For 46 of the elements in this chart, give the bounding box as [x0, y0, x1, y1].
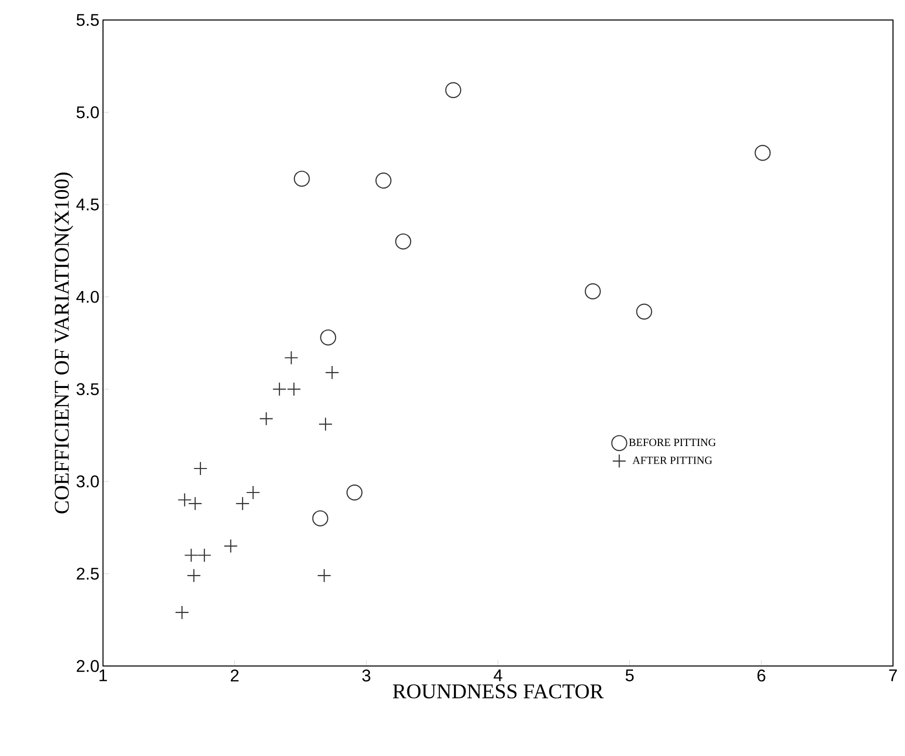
- y-tick-label: 2.0: [76, 660, 99, 672]
- x-tick-label: 2: [230, 670, 239, 682]
- x-tick-label: 4: [494, 670, 502, 682]
- point: [320, 329, 336, 346]
- point: [754, 144, 771, 161]
- point: [272, 382, 286, 396]
- legend-label: BEFORE PITTING: [629, 438, 716, 446]
- y-tick-label: 5.5: [76, 14, 99, 26]
- x-tick-label: 7: [889, 670, 897, 682]
- point: [193, 461, 208, 476]
- point: [375, 172, 392, 189]
- point: [395, 233, 412, 250]
- y-tick-label: 2.5: [76, 568, 99, 580]
- point: [186, 568, 201, 583]
- x-tick-label: 1: [100, 670, 107, 682]
- point: [346, 484, 363, 501]
- y-tick-label: 5.0: [76, 106, 99, 118]
- point: [325, 366, 340, 380]
- point: [178, 492, 192, 507]
- x-tick-label: 6: [757, 670, 766, 682]
- point: [259, 412, 274, 426]
- point: [188, 496, 202, 511]
- y-tick-label: 3.5: [76, 383, 99, 396]
- point: [445, 82, 462, 98]
- point: [197, 548, 212, 562]
- y-tick-label: 3.0: [76, 475, 99, 488]
- point: [294, 170, 310, 187]
- point: [318, 417, 333, 432]
- y-tick-label: 4.5: [76, 198, 99, 210]
- point: [286, 382, 301, 396]
- point: [317, 568, 332, 583]
- point: [284, 350, 298, 365]
- point: [312, 510, 328, 526]
- x-axis-title: ROUNDNESS FACTOR: [392, 684, 604, 698]
- point: [174, 605, 190, 620]
- legend-label: AFTER PITTING: [632, 456, 712, 464]
- point: [584, 283, 601, 300]
- point: [184, 548, 198, 562]
- point: [246, 485, 260, 500]
- point: [636, 304, 652, 320]
- y-axis-title: COEFFICIENT OF VARIATION(X100): [54, 172, 74, 514]
- point: [224, 539, 238, 554]
- x-tick-label: 5: [626, 670, 634, 682]
- y-tick-label: 4.0: [76, 290, 99, 303]
- x-tick-label: 3: [362, 670, 370, 682]
- point: [236, 496, 250, 511]
